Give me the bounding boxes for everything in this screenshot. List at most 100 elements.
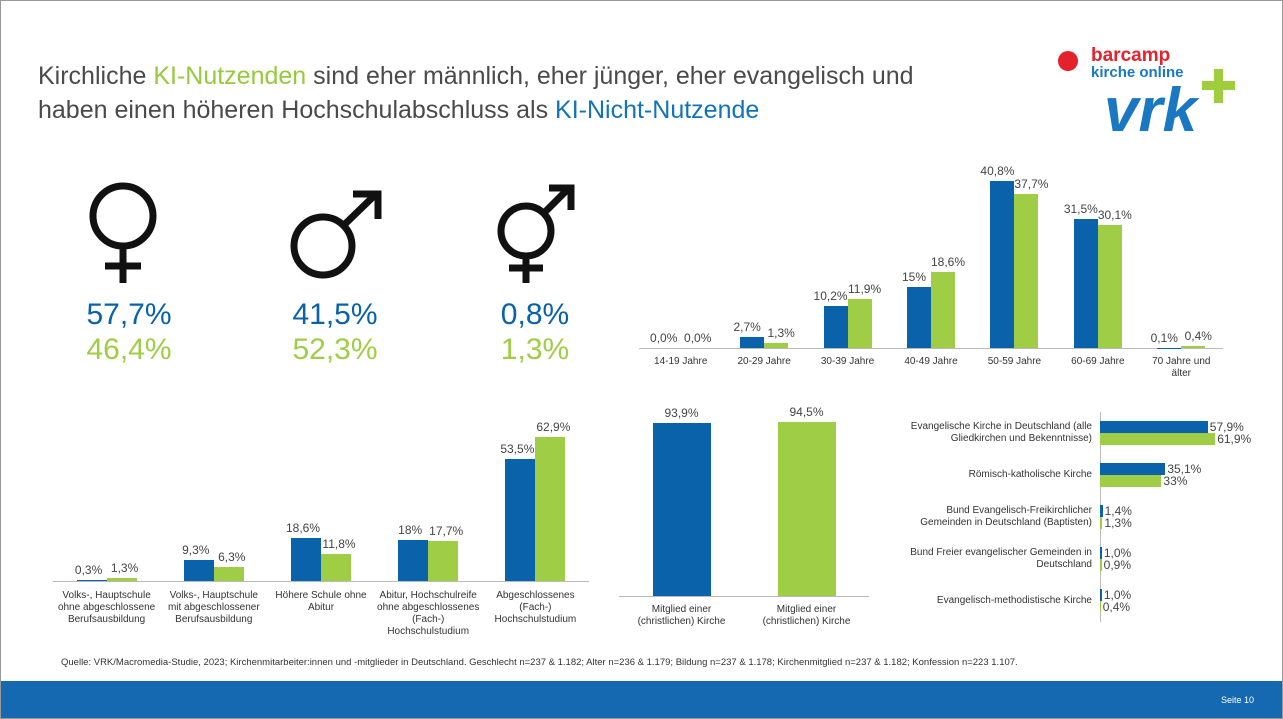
y-tick-label: Evangelisch-methodistische Kirche (936, 595, 1092, 606)
bar (428, 540, 459, 581)
bar (321, 554, 351, 581)
logo-flame (1058, 51, 1078, 71)
value-label: 1,4% (1104, 504, 1132, 518)
value-label: 37,7% (1014, 176, 1049, 191)
value-label: 1,0% (1103, 546, 1132, 560)
bar (1100, 421, 1208, 433)
value-label: 11,8% (322, 537, 356, 552)
value-label: 0,1% (1150, 330, 1178, 345)
bar (1100, 601, 1101, 613)
x-tick-label: 70 Jahre und älter (1152, 356, 1211, 379)
value-label: 93,9% (664, 406, 699, 421)
title-text: sind eher männlich, eher jünger, eher ev… (313, 62, 914, 90)
value-label: 0,4% (1102, 600, 1131, 614)
x-axis (639, 348, 1223, 349)
bar (1100, 589, 1102, 601)
logo-text: barcamp (1091, 45, 1170, 66)
x-tick-label: 30-39 Jahre (820, 356, 875, 367)
bar (740, 336, 765, 348)
x-tick-label: Mitglied einer (christlichen) Kirche (762, 604, 851, 627)
y-tick-label: Bund Evangelisch-Freikirchlicher Gemeind… (920, 505, 1092, 528)
source-note: Quelle: VRK/Macromedia-Studie, 2023; Kir… (61, 657, 1018, 668)
value-label: 6,3% (218, 549, 246, 564)
logo-brand: vrk (1104, 76, 1201, 134)
value-label: 0,0% (684, 331, 712, 345)
gender-value: 1,3% (500, 333, 570, 366)
value-label: 2,7% (733, 319, 761, 334)
x-tick-label: 20-29 Jahre (737, 356, 791, 367)
footer-band (1, 681, 1282, 718)
value-label: 40,8% (980, 163, 1015, 178)
bar (505, 458, 536, 581)
bar (764, 342, 789, 348)
value-label: 94,5% (789, 404, 824, 419)
logo-plus (1202, 81, 1235, 90)
value-label: 0,3% (74, 563, 103, 578)
bar (535, 437, 566, 581)
y-tick-label: Bund Freier evangelischer Gemeinden in D… (910, 547, 1092, 570)
value-label: 15% (901, 269, 927, 284)
bar (652, 423, 711, 596)
title-highlight: KI-Nutzenden (153, 62, 307, 90)
value-label: 1,0% (1103, 588, 1132, 602)
value-label: 1,3% (767, 325, 795, 340)
bar (1100, 475, 1162, 487)
value-label: 11,9% (847, 282, 882, 297)
value-label: 0,4% (1184, 329, 1212, 344)
bar (1100, 559, 1102, 571)
bar (990, 180, 1015, 348)
x-tick-label: Mitglied einer (christlichen) Kirche (637, 604, 726, 627)
bar (106, 578, 137, 581)
value-label: 18,6% (930, 254, 966, 269)
bar (213, 566, 244, 581)
logo-text: kirche online (1091, 64, 1184, 81)
gender-value: 52,3% (292, 333, 378, 366)
male-symbol (290, 190, 382, 279)
page-number: Seite 10 (1220, 695, 1254, 705)
value-label: 0,9% (1103, 558, 1132, 572)
bar (847, 299, 872, 348)
value-label: 30,1% (1097, 207, 1132, 222)
bar (398, 539, 429, 581)
value-label: 0,0% (650, 331, 678, 345)
bar (1100, 463, 1166, 475)
bar (1073, 219, 1098, 348)
x-tick-label: 60-69 Jahre (1071, 356, 1125, 367)
value-label: 57,9% (1209, 420, 1244, 434)
value-label: 9,3% (182, 542, 210, 557)
x-tick-label: Volks-, Hauptschule ohne abgeschlossene … (57, 590, 156, 625)
bar (1100, 517, 1103, 529)
gender-symbols (89, 182, 575, 283)
value-label: 53,5% (500, 441, 535, 456)
y-tick-label: Römisch-katholische Kirche (968, 469, 1092, 480)
x-tick-label: Volks-, Hauptschule mit abgeschlossener … (167, 590, 260, 625)
bar (76, 580, 107, 581)
title-highlight: KI-Nicht-Nutzende (555, 96, 760, 124)
bar (183, 559, 214, 581)
gender-value: 0,8% (500, 298, 570, 331)
value-label: 62,9% (536, 420, 571, 435)
bar (1014, 193, 1039, 348)
bar (1097, 224, 1122, 348)
value-label: 33% (1163, 474, 1188, 488)
x-axis (53, 581, 589, 582)
bar (1100, 547, 1102, 559)
y-tick-label: Evangelische Kirche in Deutschland (alle… (910, 421, 1092, 444)
x-axis (619, 596, 869, 597)
bar (907, 286, 931, 348)
value-label: 1,3% (110, 561, 139, 576)
x-tick-label: 14-19 Jahre (654, 356, 708, 367)
intersex-symbol (497, 184, 575, 283)
value-label: 17,7% (429, 523, 464, 538)
logo: barcamp kirche online vrk (1046, 39, 1246, 145)
title-text: Kirchliche (38, 62, 147, 90)
x-tick-label: 50-59 Jahre (987, 356, 1042, 367)
value-label: 18,6% (285, 521, 321, 536)
x-tick-label: 40-49 Jahre (904, 356, 958, 367)
x-tick-label: Abgeschlossenes (Fach-) Hochschulstudium (494, 590, 577, 625)
bar (291, 538, 321, 581)
bar (823, 306, 848, 348)
gender-value: 46,4% (86, 333, 172, 366)
x-tick-label: Abitur, Hochschulreife ohne abgeschlosse… (377, 590, 480, 637)
